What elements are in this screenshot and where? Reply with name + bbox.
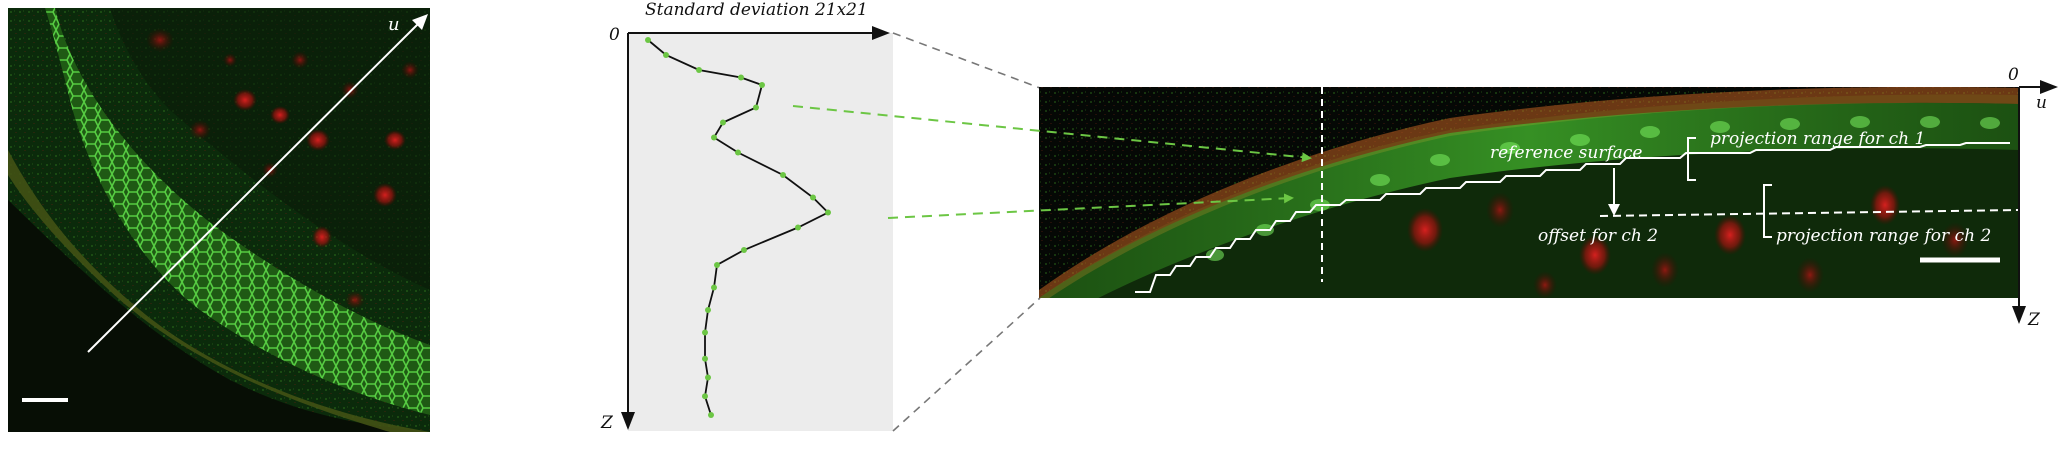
panel-c-reference-surface [1135,142,2010,293]
panel-b-horizontal-axis-arrowhead [872,26,890,40]
panel-c-origin-label: 0 [2008,65,2019,85]
panel-c-reference-surface-label: reference surface [1490,143,1642,163]
panel-b-background [628,33,893,431]
panel-c-ch1-bracket [1687,137,1696,181]
panel-b-profile-curve [645,37,831,418]
profile-point-11 [825,209,831,216]
panel-c-offset-surface [1599,209,2019,217]
profile-point-15 [711,284,717,291]
profile-point-1 [663,52,669,58]
panel-c-ch2-bracket [1763,184,1772,238]
panel-c-image [1039,87,2019,298]
profile-point-10 [810,194,816,201]
panel-a-u-label: u [388,14,400,35]
profile-point-20 [702,393,708,400]
panel-a-u-axis-arrowhead [412,14,428,30]
profile-point-19 [705,374,711,381]
panel-c-offset-arrowhead [1608,204,1620,216]
profile-point-2 [696,67,702,73]
panel-c-projection-ch1-label: projection range for ch 1 [1710,129,1925,149]
profile-point-18 [702,355,708,362]
green-arrow-peak-1 [792,105,1312,163]
panel-c-nuclei [1407,185,1969,298]
panel-c-z-label: Z [2027,310,2041,330]
profile-point-7 [711,134,717,141]
panel-c-u-axis-arrowhead [2040,80,2058,94]
panel-b-title: Standard deviation 21x21 [645,0,868,20]
profile-point-9 [780,172,786,178]
panel-b-z-axis-arrowhead [621,412,635,430]
profile-point-16 [705,307,711,313]
panel-b-z-label: Z [600,413,614,433]
panel-a-image [8,8,430,432]
profile-point-21 [708,412,714,418]
panel-c-projection-ch2-label: projection range for ch 2 [1776,226,1991,246]
profile-point-17 [702,329,708,336]
profile-point-8 [735,149,741,156]
panel-b-origin-label: 0 [609,25,620,45]
panel-c-offset-label: offset for ch 2 [1538,226,1658,246]
panel-a-u-axis-line [87,21,421,353]
profile-point-12 [795,224,801,231]
panel-c-green-cells [1206,116,2000,261]
panel-b-profile: Standard deviation 21x21 0 Z [600,0,893,433]
profile-point-13 [741,247,747,253]
profile-point-6 [720,119,726,126]
panel-c-z-axis-arrowhead [2012,306,2026,324]
zoom-connector-top [892,32,1041,89]
profile-point-4 [759,82,765,88]
profile-line [647,39,830,416]
panel-c-u-label: u [2036,93,2047,113]
zoom-connector-bottom [892,297,1041,432]
profile-point-14 [714,262,720,268]
profile-point-0 [645,37,651,43]
profile-point-5 [753,104,759,111]
profile-point-3 [738,74,744,81]
